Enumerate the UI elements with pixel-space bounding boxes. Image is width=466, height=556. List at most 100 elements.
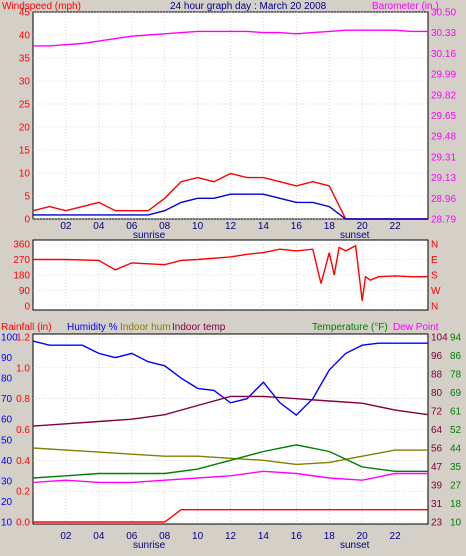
y-tick-label: 45 bbox=[19, 8, 31, 19]
y-right-tick-label: 30.33 bbox=[431, 28, 456, 39]
x-tick-label: 06 bbox=[126, 221, 138, 232]
humidity-tick-label: 50 bbox=[1, 435, 13, 446]
x-tick-label: 08 bbox=[159, 221, 171, 232]
x-tick-label: 04 bbox=[93, 221, 105, 232]
y-right-tick-label: 56 bbox=[431, 444, 443, 455]
dew-point-line bbox=[32, 470, 428, 484]
x-tick-label: 02 bbox=[60, 531, 72, 542]
chart-title: 24 hour graph day : March 20 2008 bbox=[170, 1, 327, 12]
rainfall-line bbox=[33, 509, 428, 523]
y-right-tick-label: 64 bbox=[431, 425, 443, 436]
wind-direction-line bbox=[33, 244, 428, 301]
top-left-label: Windspeed (mph) bbox=[2, 1, 81, 12]
humidity-tick-label: 20 bbox=[1, 497, 13, 508]
y-right-tick-label: N bbox=[431, 302, 438, 313]
y-right-tick-label: 39 bbox=[431, 481, 443, 492]
y-tick-label: 20 bbox=[19, 123, 31, 134]
y-right-tick-label: 47 bbox=[431, 462, 443, 473]
sunset-label-top: sunset bbox=[340, 230, 370, 241]
temperature-line bbox=[32, 444, 428, 479]
y-tick-label: 5 bbox=[24, 192, 30, 203]
humidity-tick-label: 70 bbox=[1, 394, 13, 405]
humidity-tick-label: 60 bbox=[1, 415, 13, 426]
y-tick-label: 0.6 bbox=[16, 425, 30, 436]
y-right-tick-label: 88 bbox=[431, 370, 443, 381]
indoor-hum-label: Indoor hum bbox=[120, 322, 171, 333]
y-tick-label: 360 bbox=[13, 240, 30, 251]
y-right2-tick-label: 10 bbox=[450, 518, 462, 529]
x-tick-label: 20 bbox=[357, 531, 369, 542]
y-tick-label: 15 bbox=[19, 146, 31, 157]
y-right-tick-label: 23 bbox=[431, 518, 443, 529]
x-tick-label: 04 bbox=[93, 531, 105, 542]
x-tick-label: 20 bbox=[357, 221, 369, 232]
plot-temp-area bbox=[32, 333, 429, 525]
y-right-tick-label: E bbox=[431, 255, 438, 266]
x-tick-label: 14 bbox=[258, 221, 270, 232]
y-tick-label: 0 bbox=[24, 215, 30, 226]
y-right-tick-label: 29.65 bbox=[431, 111, 456, 122]
y-right-tick-label: 80 bbox=[431, 388, 443, 399]
y-tick-label: 90 bbox=[19, 286, 31, 297]
humidity-line bbox=[32, 340, 428, 417]
y-right-tick-label: N bbox=[431, 240, 438, 251]
y-right2-tick-label: 27 bbox=[450, 481, 462, 492]
y-right2-tick-label: 52 bbox=[450, 425, 462, 436]
humidity-tick-label: 10 bbox=[1, 518, 13, 529]
y-right2-tick-label: 44 bbox=[450, 444, 462, 455]
x-tick-label: 10 bbox=[192, 221, 204, 232]
y-right2-tick-label: 61 bbox=[450, 407, 462, 418]
y-tick-label: 0.2 bbox=[16, 487, 30, 498]
y-right-tick-label: S bbox=[431, 271, 438, 282]
x-tick-label: 16 bbox=[291, 221, 303, 232]
dew-point-label: Dew Point bbox=[393, 322, 439, 333]
y-tick-label: 270 bbox=[13, 255, 30, 266]
rainfall-label: Rainfall (in) bbox=[1, 322, 52, 333]
y-right-tick-label: 29.31 bbox=[431, 152, 456, 163]
plot-wind-area bbox=[32, 11, 429, 220]
sunrise-label-bottom: sunrise bbox=[133, 540, 166, 551]
y-right-tick-label: 30.50 bbox=[431, 8, 456, 19]
humidity-tick-label: 80 bbox=[1, 374, 13, 385]
y-tick-label: 180 bbox=[13, 271, 30, 282]
humidity-tick-label: 100 bbox=[1, 333, 18, 344]
top-right-label: Barometer (in.) bbox=[372, 1, 439, 12]
y-tick-label: 30 bbox=[19, 77, 31, 88]
x-tick-label: 22 bbox=[390, 221, 402, 232]
y-right-tick-label: 29.48 bbox=[431, 132, 456, 143]
y-right2-tick-label: 35 bbox=[450, 462, 462, 473]
x-tick-label: 12 bbox=[225, 531, 237, 542]
humidity-tick-label: 40 bbox=[1, 456, 13, 467]
sunset-label-bottom: sunset bbox=[340, 540, 370, 551]
x-tick-label: 14 bbox=[258, 531, 270, 542]
barometer-line bbox=[33, 29, 428, 47]
y-right-tick-label: W bbox=[431, 286, 441, 297]
x-tick-label: 06 bbox=[126, 531, 138, 542]
y-right2-tick-label: 94 bbox=[450, 333, 462, 344]
humidity-tick-label: 90 bbox=[1, 353, 13, 364]
x-tick-label: 10 bbox=[192, 531, 204, 542]
y-tick-label: 40 bbox=[19, 31, 31, 42]
y-tick-label: 0.8 bbox=[16, 394, 30, 405]
y-tick-label: 0.4 bbox=[16, 456, 30, 467]
x-tick-label: 22 bbox=[390, 531, 402, 542]
y-tick-label: 1.2 bbox=[16, 333, 30, 344]
y-right-tick-label: 96 bbox=[431, 351, 443, 362]
y-right-tick-label: 31 bbox=[431, 499, 443, 510]
windspeed-avg-line bbox=[33, 193, 428, 220]
y-tick-label: 10 bbox=[19, 169, 31, 180]
indoor-temp-line bbox=[32, 395, 429, 427]
y-tick-label: 35 bbox=[19, 54, 31, 65]
y-right2-tick-label: 18 bbox=[450, 499, 462, 510]
indoor-temp-label: Indoor temp bbox=[172, 322, 226, 333]
x-tick-label: 08 bbox=[159, 531, 171, 542]
y-right-tick-label: 104 bbox=[431, 333, 448, 344]
y-tick-label: 0 bbox=[24, 302, 30, 313]
indoor-hum-line bbox=[32, 447, 428, 466]
x-tick-label: 12 bbox=[225, 221, 237, 232]
y-tick-label: 25 bbox=[19, 100, 31, 111]
y-right2-tick-label: 69 bbox=[450, 388, 462, 399]
sunrise-label-top: sunrise bbox=[133, 230, 166, 241]
x-tick-label: 18 bbox=[324, 531, 336, 542]
